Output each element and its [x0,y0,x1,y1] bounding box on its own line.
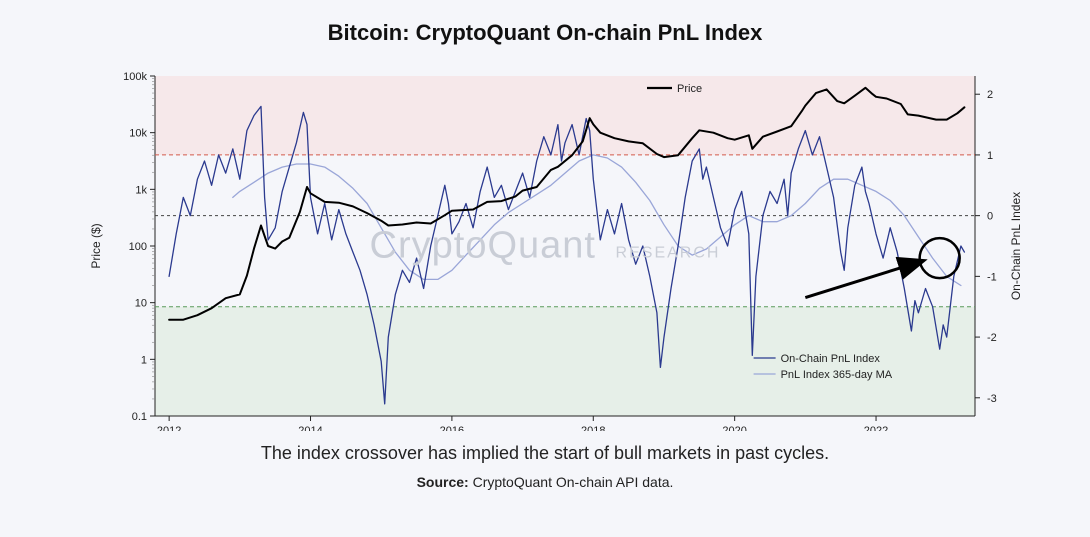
y-left-tick: 1k [135,184,147,196]
y-right-tick: -3 [987,393,997,405]
chart-svg: 0.1 1 10 100 1k 10k 100k Price ($) -3 -2 -1 0 1 2 On-C… [65,61,1025,431]
source-text: CryptoQuant On-chain API data. [473,474,674,490]
x-tick: 2014 [298,425,322,431]
annotation-circle [920,238,960,278]
y-right-label: On-Chain PnL Index [1009,192,1023,300]
legend-price: Price [677,83,702,95]
y-left-tick: 0.1 [132,411,147,423]
chart-title: Bitcoin: CryptoQuant On-chain PnL Index [40,20,1050,46]
x-tick: 2012 [157,425,181,431]
y-left-tick: 10k [129,128,147,140]
source-line: Source: CryptoQuant On-chain API data. [40,474,1050,490]
x-tick: 2016 [440,425,464,431]
y-left-tick: 100k [123,71,147,83]
caption: The index crossover has implied the star… [40,443,1050,464]
y-left-label: Price ($) [89,223,103,268]
y-right-tick: -1 [987,271,997,283]
y-left-tick: 10 [135,298,147,310]
source-label: Source: [417,474,469,490]
chart-area: 0.1 1 10 100 1k 10k 100k Price ($) -3 -2 -1 0 1 2 On-C… [65,61,1025,431]
x-tick: 2018 [581,425,605,431]
y-right-tick: 1 [987,150,993,162]
y-left-tick: 1 [141,354,147,366]
x-tick: 2020 [722,425,746,431]
y-right-tick: 0 [987,211,993,223]
figure-container: Bitcoin: CryptoQuant On-chain PnL Index … [0,0,1090,537]
y-right-tick: -2 [987,332,997,344]
legend-item: On-Chain PnL Index [781,353,881,365]
y-right-tick: 2 [987,89,993,101]
y-left-tick: 100 [129,241,147,253]
legend-item: PnL Index 365-day MA [781,369,893,381]
x-tick: 2022 [864,425,888,431]
